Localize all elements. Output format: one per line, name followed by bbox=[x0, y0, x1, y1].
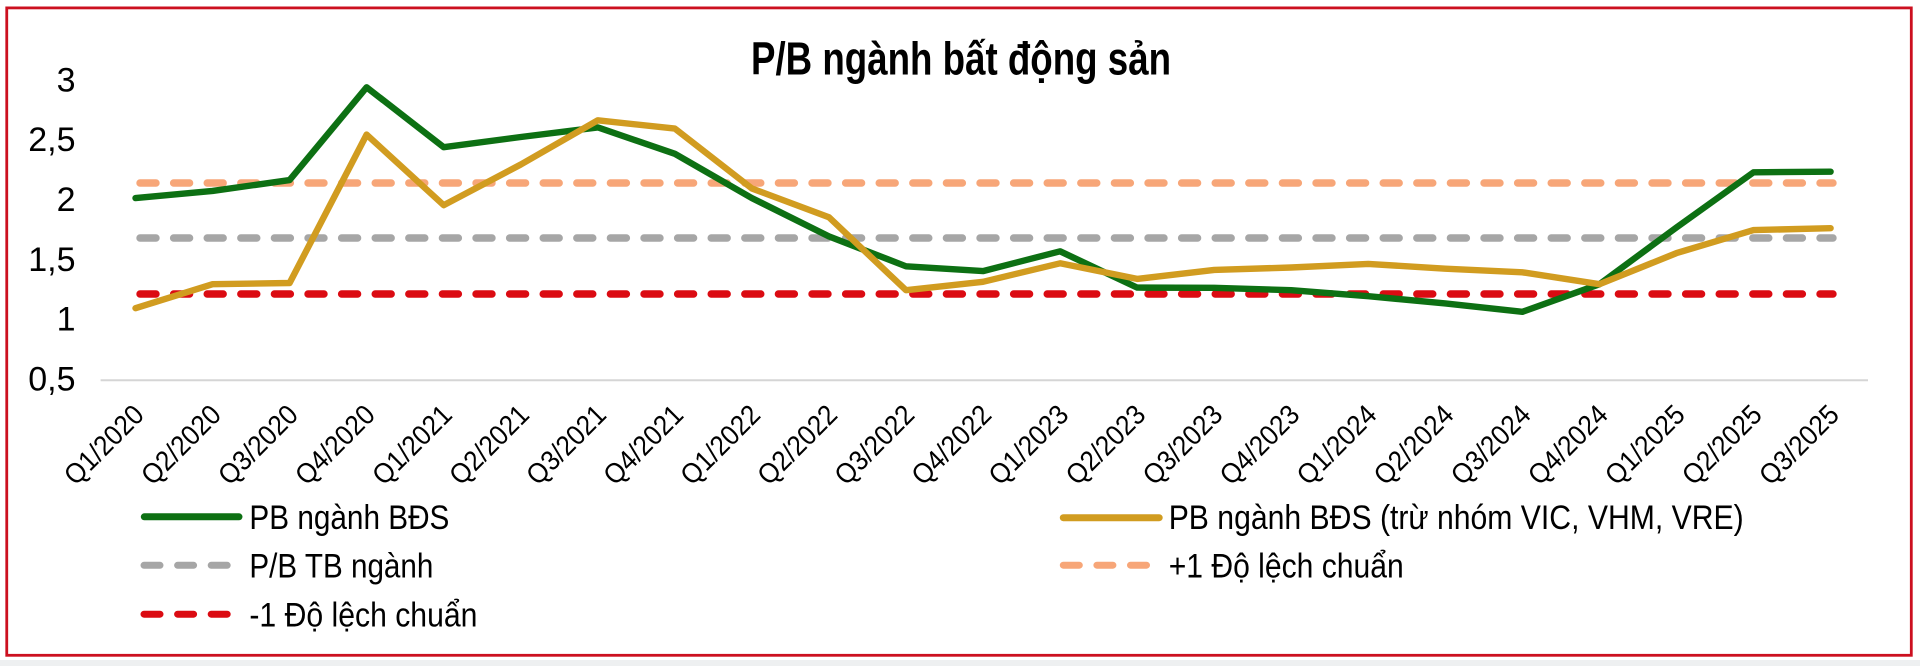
svg-text:P/B ngành bất động sản: P/B ngành bất động sản bbox=[751, 33, 1171, 85]
svg-text:2,5: 2,5 bbox=[28, 121, 75, 159]
svg-text:3: 3 bbox=[57, 61, 76, 99]
svg-text:2: 2 bbox=[57, 181, 76, 219]
svg-text:+1 Độ lệch chuẩn: +1 Độ lệch chuẩn bbox=[1169, 548, 1404, 586]
svg-text:1,5: 1,5 bbox=[28, 241, 75, 279]
svg-text:1: 1 bbox=[57, 301, 76, 339]
svg-text:-1 Độ lệch chuẩn: -1 Độ lệch chuẩn bbox=[249, 597, 477, 635]
svg-text:0,5: 0,5 bbox=[28, 361, 75, 399]
svg-text:PB ngành BĐS: PB ngành BĐS bbox=[249, 499, 449, 537]
svg-text:PB ngành BĐS (trừ nhóm VIC, VH: PB ngành BĐS (trừ nhóm VIC, VHM, VRE) bbox=[1169, 499, 1744, 537]
svg-text:P/B TB ngành: P/B TB ngành bbox=[249, 548, 433, 586]
